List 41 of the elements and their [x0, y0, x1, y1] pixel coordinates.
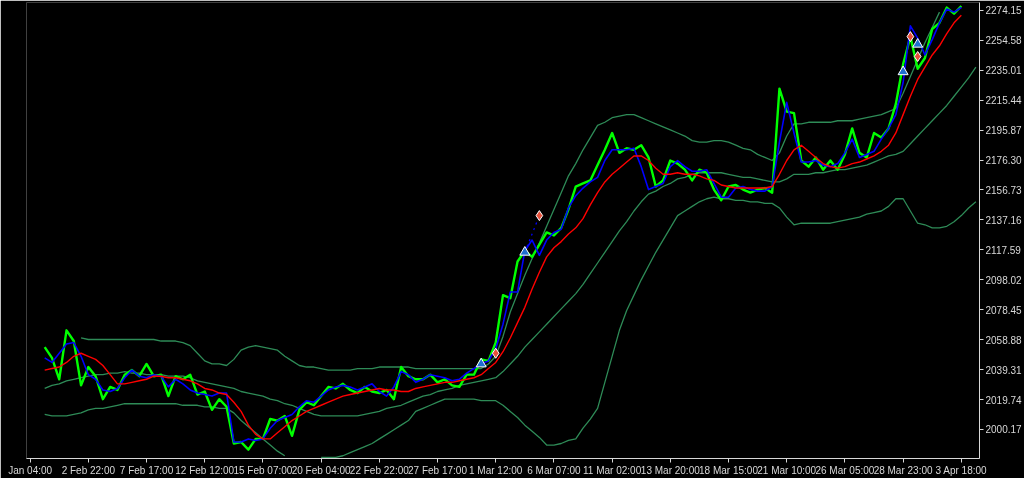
y-tick-label: 2117.59: [985, 244, 1022, 256]
point: [897, 65, 909, 76]
y-tick-label: 2000.17: [985, 424, 1023, 436]
y-tick-label: 2274.15: [985, 5, 1023, 17]
y-tick-label: 2156.73: [985, 184, 1023, 196]
point: [519, 246, 531, 256]
y-tick-label: 2019.74: [985, 394, 1023, 406]
y-tick-label: 2058.88: [985, 334, 1023, 346]
x-tick-label: 6 Mar 07:00: [527, 464, 582, 476]
y-tick-label: 2215.44: [985, 95, 1023, 107]
x-tick-label: 26 Mar 05:00: [815, 464, 875, 476]
point: [491, 347, 500, 359]
x-tick-label: 18 Mar 15:00: [699, 464, 759, 476]
x-tick-label: 11 Mar 02:00: [583, 464, 642, 476]
x-tick-label: 3 Apr 18:00: [935, 464, 988, 476]
x-tick-label: 2 Feb 22:00: [61, 464, 116, 476]
y-tick-label: 2235.01: [985, 65, 1023, 77]
x-tick-label: 15 Feb 07:00: [233, 464, 293, 476]
line-series: [80, 11, 941, 371]
y-tick-label: 2254.58: [985, 35, 1023, 47]
x-tick-label: 22 Feb 22:00: [349, 464, 410, 476]
point: [912, 37, 924, 48]
point: [475, 357, 487, 368]
x-tick-label: Jan 04:00: [8, 464, 53, 476]
x-tick-label: 21 Mar 10:00: [757, 464, 817, 476]
x-tick-label: 1 Mar 12:00: [469, 464, 523, 476]
y-tick-label: 2195.87: [985, 125, 1023, 137]
x-tick-label: 28 Mar 23:00: [873, 464, 934, 476]
x-tick-label: 12 Feb 12:00: [175, 464, 235, 476]
point: [913, 51, 922, 62]
y-tick-label: 2176.30: [985, 155, 1023, 167]
y-tick-label: 2098.02: [985, 274, 1023, 286]
y-tick-label: 2078.45: [985, 304, 1023, 316]
y-tick-label: 2137.16: [985, 214, 1023, 226]
x-tick-label: 27 Feb 17:00: [408, 464, 468, 476]
y-tick-label: 2039.31: [985, 364, 1023, 376]
line-series: [44, 66, 977, 417]
point: [906, 31, 915, 43]
point: [535, 210, 544, 222]
x-tick-label: 13 Mar 20:00: [640, 464, 701, 476]
x-tick-label: 7 Feb 17:00: [119, 464, 174, 476]
